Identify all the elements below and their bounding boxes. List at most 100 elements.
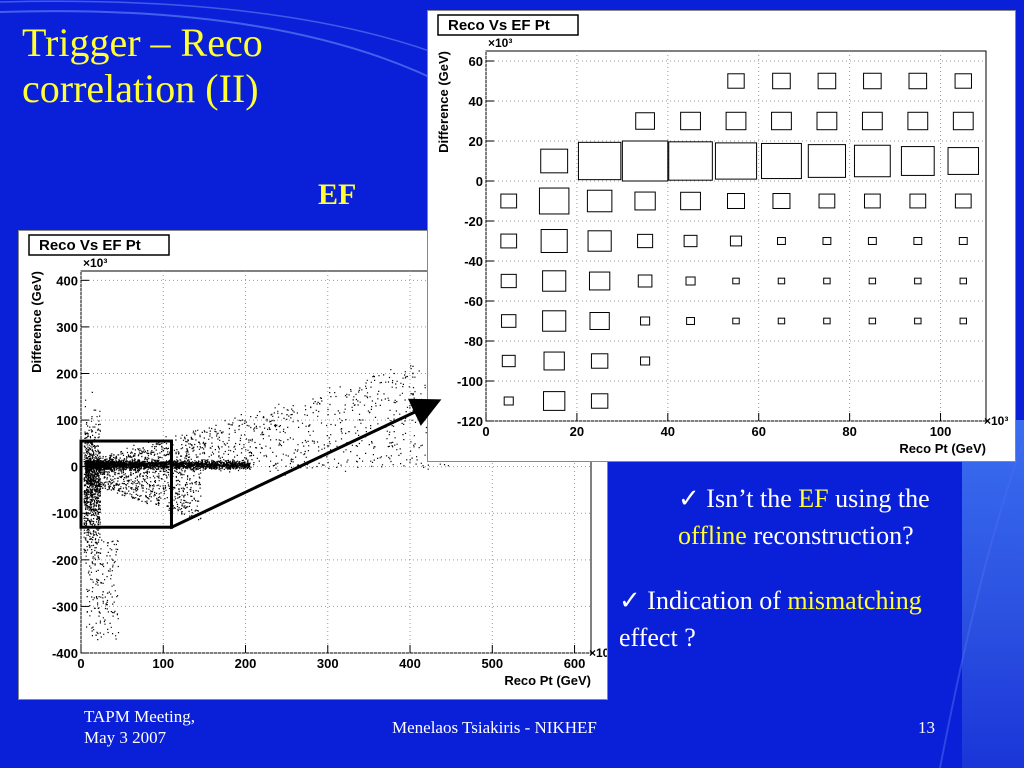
heatmap-box <box>908 72 928 90</box>
slide-title: Trigger – Reco correlation (II) <box>22 20 263 112</box>
heatmap-box <box>640 356 651 366</box>
heatmap-box <box>867 237 877 245</box>
heatmap-box <box>500 273 517 289</box>
y-tick-label: -80 <box>464 334 483 349</box>
bullet-2-highlight: mismatching <box>787 586 922 615</box>
heatmap-box <box>635 112 655 130</box>
heatmap-box <box>952 111 974 131</box>
heatmap-box <box>909 193 927 209</box>
heatmap-box <box>817 72 837 90</box>
heatmap-box <box>959 317 967 325</box>
x-tick-label: 0 <box>77 656 84 671</box>
x-axis-label: Reco Pt (GeV) <box>899 441 986 456</box>
heatmap-box <box>771 111 792 131</box>
bullet-2: ✓ Indication of mismatching effect ? <box>619 582 1019 656</box>
footer-meeting: TAPM Meeting, May 3 2007 <box>84 706 195 748</box>
zoom-region-box <box>79 439 173 529</box>
bullet-2-text-a: Indication of <box>647 586 788 615</box>
heatmap-box <box>823 317 831 325</box>
x-tick-label: 100 <box>930 424 952 439</box>
heatmap-box <box>685 276 696 286</box>
heatmap-box <box>542 310 567 332</box>
grid-lines <box>485 51 986 422</box>
heatmap-box <box>587 230 612 252</box>
y-tick-label: 60 <box>469 54 483 69</box>
heatmap-box <box>726 193 746 209</box>
y-tick-label: 300 <box>56 320 78 335</box>
heatmap-box <box>959 277 967 285</box>
heatmap-box <box>777 237 786 245</box>
y-tick-label: -40 <box>464 254 483 269</box>
chart-title-box <box>437 14 579 36</box>
x-tick-label: 20 <box>570 424 584 439</box>
footer-author: Menelaos Tsiakiris - NIKHEF <box>392 718 597 737</box>
heatmap-box <box>732 277 740 285</box>
heatmap-box <box>907 111 929 131</box>
y-tick-label: -300 <box>52 599 78 614</box>
y-axis-label: Difference (GeV) <box>436 51 451 153</box>
y-tick-label: -200 <box>52 553 78 568</box>
bullet-1-highlight-2: offline <box>678 521 747 550</box>
heatmap-box <box>863 72 882 90</box>
footer-page-number: 13 <box>918 718 935 737</box>
heatmap-boxes <box>500 72 980 411</box>
ef-label: EF <box>318 178 357 211</box>
x-tick-label: 300 <box>317 656 339 671</box>
heatmap-box <box>947 147 980 175</box>
zoomed-plot-svg: Reco Vs EF Pt 0 20 40 60 80 100 -120 -100 -80 -60 -… <box>436 14 1008 456</box>
footer-meeting-line2: May 3 2007 <box>84 728 167 747</box>
x-tick-label: 200 <box>235 656 257 671</box>
heatmap-box <box>777 317 786 325</box>
y-tick-label: -120 <box>457 414 483 429</box>
heatmap-box <box>634 191 656 211</box>
chart-title-box <box>28 234 170 256</box>
title-line-2: correlation (II) <box>22 66 259 111</box>
heatmap-box <box>500 233 518 249</box>
y-multiplier: ×10³ <box>488 36 512 50</box>
y-tick-label: -20 <box>464 214 483 229</box>
x-tick-label: 400 <box>399 656 421 671</box>
heatmap-box <box>853 144 891 178</box>
heatmap-box <box>807 144 847 178</box>
heatmap-box <box>823 277 831 285</box>
bullet-1-text-c: reconstruction? <box>746 521 914 550</box>
zoom-arrow <box>169 398 442 530</box>
heatmap-box <box>668 141 713 181</box>
x-tick-label: 500 <box>481 656 503 671</box>
heatmap-box <box>680 111 701 131</box>
heatmap-box <box>637 233 654 249</box>
x-tick-label: 80 <box>842 424 856 439</box>
heatmap-box <box>543 351 565 371</box>
heatmap-box <box>542 270 567 292</box>
x-tick-label: 100 <box>152 656 174 671</box>
bullet-1: ✓ Isn’t the EF using the offline reconst… <box>678 480 1018 554</box>
heatmap-box <box>868 277 877 285</box>
x-axis-label: Reco Pt (GeV) <box>504 673 591 688</box>
heatmap-box <box>818 193 836 209</box>
bullet-2-text-b: effect ? <box>619 623 696 652</box>
heatmap-box <box>538 187 570 215</box>
heatmap-box <box>861 111 883 131</box>
zoomed-box-plot: Reco Vs EF Pt 0 20 40 60 80 100 -120 -100 -80 -60 -… <box>427 10 1016 462</box>
chart-title: Reco Vs EF Pt <box>448 17 550 34</box>
heatmap-box <box>822 237 832 245</box>
title-line-1: Trigger – Reco <box>22 20 263 65</box>
heatmap-box <box>589 312 610 330</box>
heatmap-box <box>680 191 701 211</box>
heatmap-box <box>540 229 568 253</box>
heatmap-box <box>714 142 758 180</box>
x-multiplier: ×10³ <box>589 646 607 660</box>
x-multiplier: ×10³ <box>984 414 1008 428</box>
y-tick-label: 0 <box>476 174 483 189</box>
y-tick-label: -100 <box>52 506 78 521</box>
y-tick-label: -400 <box>52 646 78 661</box>
heatmap-box <box>637 274 653 288</box>
y-tick-label: 0 <box>71 460 78 475</box>
heatmap-box <box>727 73 745 89</box>
y-multiplier: ×10³ <box>83 256 107 270</box>
heatmap-box <box>683 234 698 248</box>
heatmap-box <box>816 111 838 131</box>
bullet-1-highlight: EF <box>798 484 829 513</box>
heatmap-box <box>761 142 802 180</box>
